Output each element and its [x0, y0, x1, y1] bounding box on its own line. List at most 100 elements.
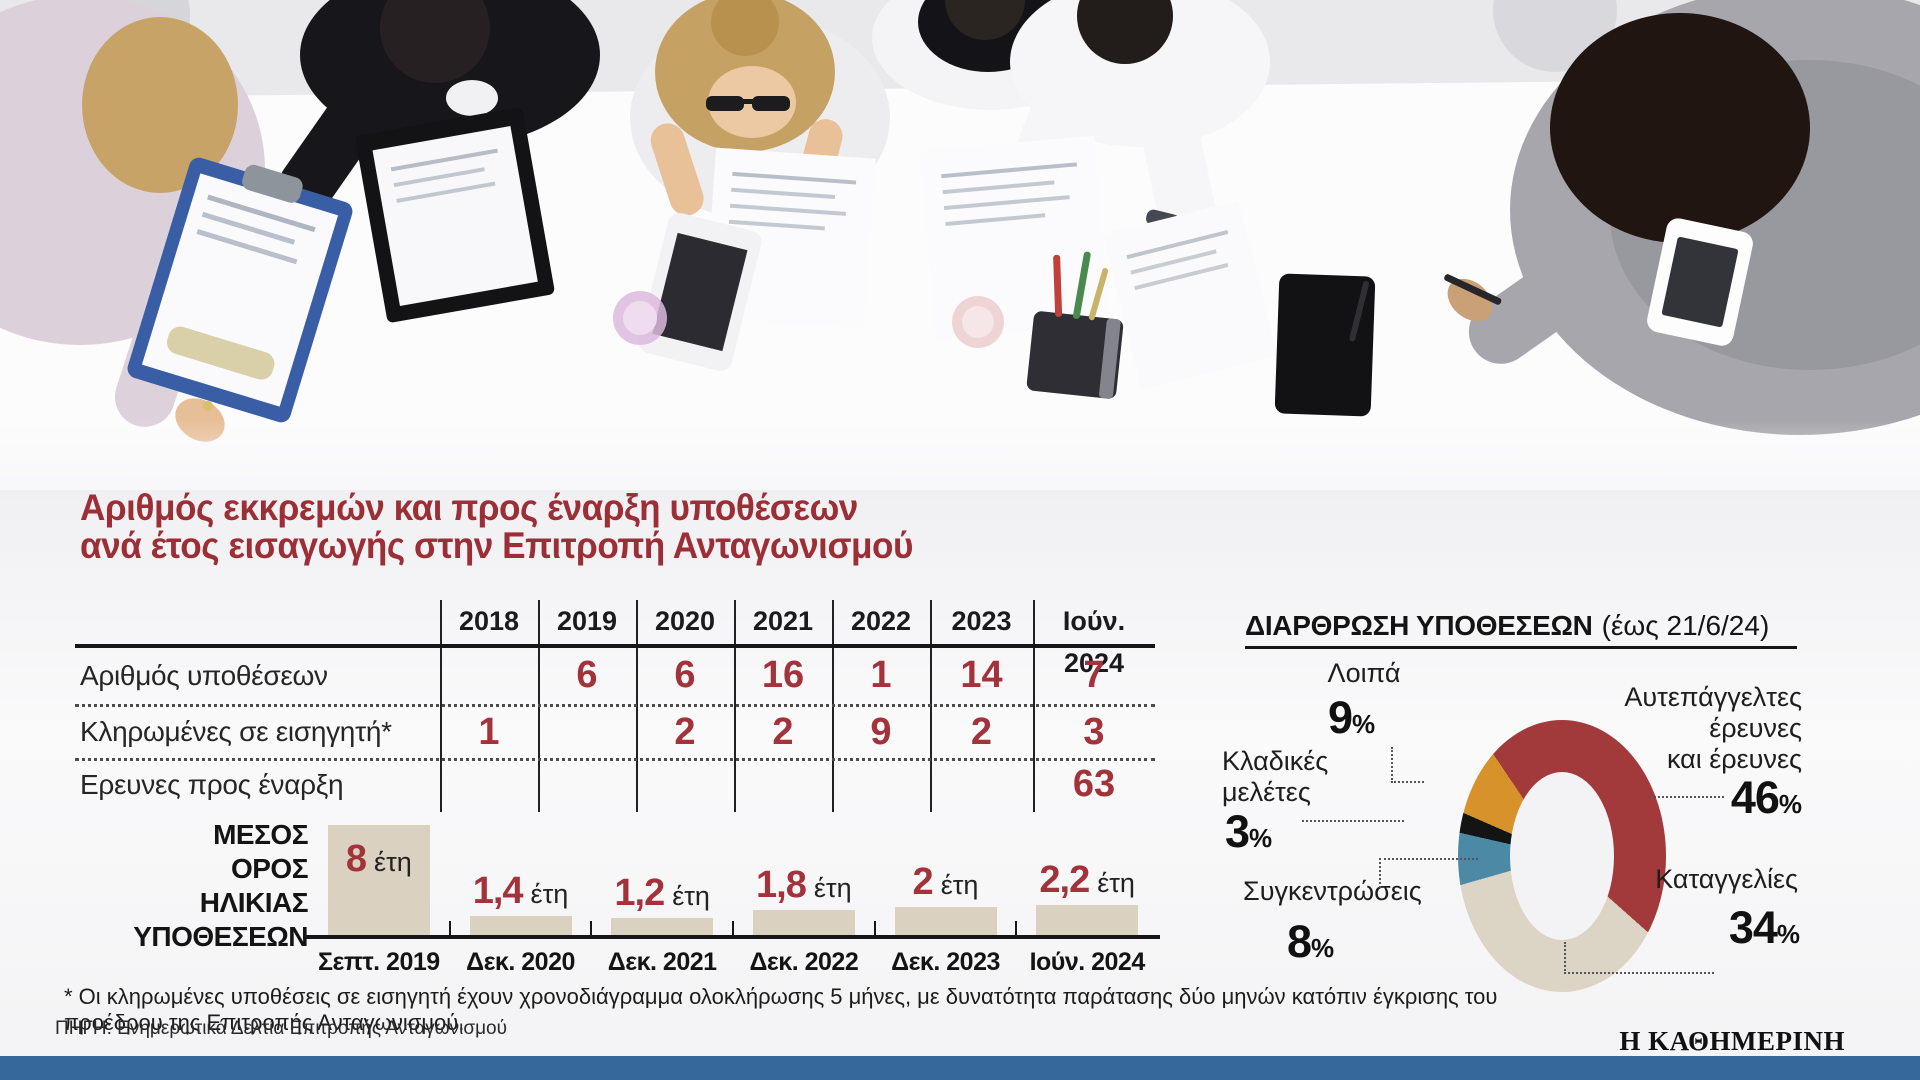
- table-cell-value: 2: [970, 711, 993, 753]
- bar-value-label: 1,8 έτη: [733, 864, 875, 907]
- donut-title-bold: ΔΙΑΡΘΡΩΣΗ ΥΠΟΘΕΣΕΩΝ: [1245, 610, 1593, 641]
- dotted-connector: [1564, 942, 1566, 974]
- table-row-label: Κληρωμένες σε εισηγητή*: [80, 716, 392, 747]
- page-title-line2: ανά έτος εισαγωγής στην Επιτροπή Ανταγων…: [80, 525, 914, 566]
- donut-title-underline: [1245, 646, 1797, 649]
- donut-title-note: (έως 21/6/24): [1601, 610, 1770, 641]
- bar-category-label: Δεκ. 2020: [466, 948, 575, 976]
- donut-pct-number: 8: [1287, 916, 1312, 967]
- bar-value-number: 2,2: [1039, 859, 1090, 901]
- bar-value-label: 1,4 έτη: [450, 870, 592, 913]
- dotted-connector: [1302, 820, 1404, 822]
- table-cell-value: 14: [960, 654, 1003, 696]
- bar-value-unit: έτη: [940, 870, 979, 900]
- bar: [469, 916, 572, 935]
- dotted-connector: [1379, 858, 1381, 888]
- x-axis-tick: [732, 921, 734, 935]
- table-cell-value: 63: [1072, 763, 1116, 805]
- page-title-line1: Αριθμός εκκρεμών και προς έναρξη υποθέσε…: [80, 487, 858, 528]
- bar: [327, 825, 430, 935]
- bar-chart-title-line: ΜΕΣΟΣ: [213, 819, 308, 850]
- table-cell-value: 9: [870, 711, 892, 753]
- bar-category-label: Δεκ. 2021: [607, 948, 717, 976]
- dotted-connector: [1391, 747, 1393, 783]
- table-header-cell: 2022: [850, 606, 912, 636]
- page-title: Αριθμός εκκρεμών και προς έναρξη υποθέσε…: [80, 487, 914, 566]
- bar: [752, 910, 855, 935]
- donut-slice-label: Καταγγελίες: [1655, 864, 1798, 894]
- donut-pct-label: 8%: [1287, 916, 1334, 968]
- dotted-connector: [1650, 796, 1724, 798]
- table-row-separator: [75, 758, 1155, 761]
- table-header-cell: 2023: [951, 606, 1012, 636]
- dotted-connector: [1379, 858, 1478, 860]
- bar-value-label: 2,2 έτη: [1016, 859, 1158, 902]
- bar-value-unit: έτη: [374, 847, 412, 877]
- bar-value-label: 1,2 έτη: [591, 872, 733, 915]
- bar-value-label: 8 έτη: [308, 838, 450, 881]
- donut-pct-label: 3%: [1225, 806, 1272, 858]
- x-axis-tick: [873, 921, 876, 935]
- percent-sign: %: [1311, 933, 1335, 963]
- table-cell-value: 2: [674, 711, 696, 753]
- table-header-rule: [75, 644, 1155, 648]
- x-axis-tick: [1015, 921, 1018, 935]
- footnote: * Οι κληρωμένες υποθέσεις σε εισηγητή έχ…: [64, 984, 1498, 1035]
- bar-value-number: 1,8: [756, 864, 807, 906]
- table-header-cell: 2021: [752, 606, 814, 636]
- percent-sign: %: [1778, 789, 1802, 819]
- donut-slice-label: Κλαδικές μελέτες: [1222, 746, 1329, 807]
- bar-value-number: 1,4: [472, 870, 524, 912]
- x-axis-baseline: [304, 935, 1160, 939]
- table-header-cell: 2018: [458, 606, 520, 636]
- table-header-cell: Ιούν. 2024: [1062, 606, 1126, 678]
- dotted-connector: [1564, 972, 1714, 974]
- dotted-connector: [1391, 781, 1424, 783]
- bar-chart-title: ΜΕΣΟΣ ΟΡΟΣ ΗΛΙΚΙΑΣ ΥΠΟΘΕΣΕΩΝ: [70, 818, 308, 954]
- bar-category-label: Σεπτ. 2019: [317, 948, 440, 976]
- bar: [611, 918, 714, 935]
- percent-sign: %: [1776, 919, 1800, 949]
- bar: [1036, 905, 1139, 935]
- table-cell-value: 6: [674, 654, 696, 696]
- bar-category-label: Δεκ. 2023: [891, 948, 1000, 976]
- table-cell-value: 1: [478, 711, 500, 753]
- table-cell-value: 2: [772, 711, 794, 753]
- table-cell-value: 7: [1083, 654, 1105, 696]
- bar-category-label: Δεκ. 2022: [749, 948, 859, 976]
- table-row-label: Αριθμός υποθέσεων: [80, 660, 328, 691]
- table-row-separator: [75, 704, 1155, 707]
- table-cell-value: 16: [761, 654, 805, 696]
- x-axis-tick: [590, 921, 593, 935]
- donut-slice-label: Αυτεπάγγελτες έρευνες και έρευνες: [1624, 682, 1802, 774]
- donut-pct-number: 46: [1730, 772, 1780, 823]
- table-row-label: Ερευνες προς έναρξη: [80, 769, 344, 800]
- donut-hole: [1510, 772, 1614, 940]
- bar-chart-title-line: ΗΛΙΚΙΑΣ: [199, 887, 309, 918]
- donut-pct-label: 9%: [1328, 692, 1375, 744]
- meeting-photo: [0, 0, 1920, 490]
- donut-pct-label: 34%: [1729, 902, 1800, 954]
- source-line: ΠΗΓΗ: Ενημερωτικά Δελτία Επιτροπής Ανταγ…: [55, 1018, 507, 1039]
- table-header-cell: 2020: [654, 606, 716, 636]
- bar-value-number: 8: [345, 838, 367, 880]
- bar-chart-title-line: ΟΡΟΣ: [230, 853, 309, 884]
- bar-value-label: 2 έτη: [875, 861, 1017, 904]
- bar-value-unit: έτη: [813, 873, 852, 903]
- x-axis-tick: [448, 921, 451, 935]
- donut-pct-number: 34: [1728, 902, 1778, 953]
- bottom-bar: [0, 1056, 1920, 1080]
- photo-fade-overlay: [0, 420, 1920, 490]
- bar-value-unit: έτη: [672, 881, 710, 911]
- bar-value-unit: έτη: [530, 879, 569, 909]
- bar-value-number: 2: [912, 861, 934, 903]
- bar-category-label: Ιούν. 2024: [1029, 948, 1146, 976]
- table-cell-value: 3: [1083, 711, 1105, 753]
- donut-pct-number: 9: [1328, 692, 1353, 743]
- table-header-cell: 2019: [556, 606, 618, 636]
- table-cell-value: 1: [870, 654, 892, 696]
- bar: [894, 907, 997, 935]
- percent-sign: %: [1249, 823, 1273, 853]
- percent-sign: %: [1352, 709, 1376, 739]
